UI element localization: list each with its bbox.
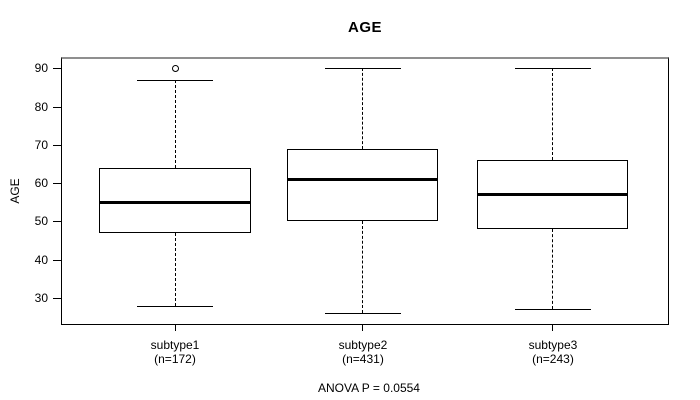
outlier-point [171,64,179,72]
whisker-line [174,232,176,306]
group-name: subtype3 [528,338,578,352]
anova-annotation: ANOVA P = 0.0554 [318,381,420,395]
x-group-label-subtype2: subtype2 (n=431) [293,338,433,366]
group-name: subtype1 [150,338,200,352]
whisker-line [362,221,364,314]
y-tick-label: 60 [34,176,48,191]
whisker-line [174,79,176,168]
whisker-cap [324,313,401,315]
whisker-cap [137,79,213,81]
group-n: (n=243) [532,352,574,366]
box-subtype1 [99,167,251,233]
median-line [287,177,439,181]
whisker-line [552,68,554,161]
whisker-cap [514,68,591,70]
y-tick-label: 30 [34,291,48,305]
y-tick-label: 90 [34,61,48,76]
x-group-label-subtype1: subtype1 (n=172) [105,338,245,366]
y-tick-mark [53,221,61,223]
y-tick-mark [53,68,61,70]
group-n: (n=431) [342,352,384,366]
whisker-line [552,229,554,310]
whisker-line [362,68,364,149]
y-tick-mark [53,144,61,146]
whisker-cap [137,305,213,307]
box-subtype2 [287,148,439,222]
group-n: (n=172) [154,352,196,366]
y-tick-mark [53,259,61,261]
y-tick-label: 40 [34,252,48,267]
median-line [99,200,251,204]
x-tick-mark [174,325,176,331]
whisker-cap [324,68,401,70]
x-tick-mark [552,325,554,331]
y-tick-label: 80 [34,99,48,114]
whisker-cap [514,309,591,311]
group-name: subtype2 [338,338,388,352]
x-tick-mark [362,325,364,331]
y-tick-label: 50 [34,214,48,229]
y-tick-mark [53,298,61,299]
x-group-label-subtype3: subtype3 (n=243) [483,338,623,366]
y-tick-label: 70 [34,137,48,152]
median-line [477,193,629,197]
y-tick-mark [53,183,61,185]
y-tick-mark [53,106,61,108]
chart-title: AGE [347,19,382,36]
